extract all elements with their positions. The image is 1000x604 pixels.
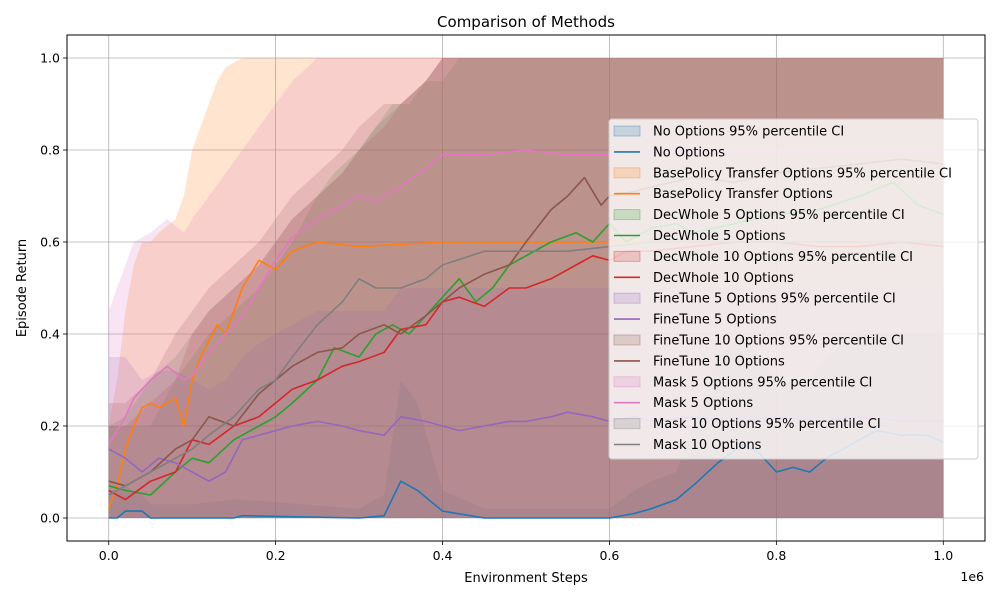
legend-swatch-ci-decwhole-10-options [613, 250, 641, 262]
x-tick-label: 0.0 [99, 548, 119, 563]
legend-swatch-ci-no-options [613, 125, 641, 137]
legend-swatch-ci-finetune-10-options [613, 334, 641, 346]
x-tick-label: 0.6 [600, 548, 620, 563]
legend-label: DecWhole 10 Options [653, 271, 794, 286]
legend-label: Mask 5 Options 95% percentile CI [653, 375, 872, 390]
x-axis-offset-text: 1e6 [960, 569, 984, 584]
legend-label: Mask 10 Options [653, 438, 762, 453]
legend-label: FineTune 5 Options 95% percentile CI [653, 292, 896, 307]
y-tick-label: 0.6 [40, 235, 60, 250]
chart-title: Comparison of Methods [437, 13, 615, 31]
y-tick-label: 0.0 [40, 511, 60, 526]
legend-label: BasePolicy Transfer Options [653, 187, 833, 202]
legend-swatch-ci-mask-10-options [613, 418, 641, 430]
legend-label: No Options 95% percentile CI [653, 125, 844, 140]
legend-label: FineTune 10 Options [653, 354, 785, 369]
legend-swatch-ci-mask-5-options [613, 376, 641, 388]
x-tick-label: 1.0 [933, 548, 953, 563]
series-line-basepolicy-transfer-options [107, 241, 944, 510]
legend-label: Mask 10 Options 95% percentile CI [653, 417, 881, 432]
legend: No Options 95% percentile CI No Options Ba… [608, 118, 979, 460]
y-tick-label: 0.2 [40, 419, 60, 434]
legend-label: Mask 5 Options [653, 396, 753, 411]
legend-label: DecWhole 5 Options 95% percentile CI [653, 208, 905, 223]
legend-label: BasePolicy Transfer Options 95% percenti… [653, 166, 952, 181]
legend-swatch-ci-finetune-5-options [613, 292, 641, 304]
legend-label: FineTune 10 Options 95% percentile CI [653, 334, 904, 349]
legend-label: DecWhole 10 Options 95% percentile CI [653, 250, 913, 265]
legend-swatch-ci-decwhole-5-options [613, 209, 641, 221]
x-tick-label: 0.2 [266, 548, 286, 563]
x-tick-label: 0.8 [766, 548, 786, 563]
y-axis-label: Episode Return [15, 239, 30, 337]
legend-label: No Options [653, 145, 725, 160]
x-axis-ticks: 0.0 0.2 0.4 0.6 0.8 1.0 [99, 541, 953, 563]
y-tick-label: 0.4 [40, 327, 60, 342]
y-axis-ticks: 0.0 0.2 0.4 0.6 0.8 1.0 [40, 51, 67, 526]
legend-label: FineTune 5 Options [653, 313, 777, 328]
y-tick-label: 0.8 [40, 143, 60, 158]
legend-label: DecWhole 5 Options [653, 229, 786, 244]
x-tick-label: 0.4 [433, 548, 453, 563]
plot-frame [66, 34, 986, 542]
legend-box [608, 118, 979, 460]
legend-swatch-ci-basepolicy-transfer-options [613, 167, 641, 179]
y-tick-label: 1.0 [40, 51, 60, 66]
x-axis-label: Environment Steps [464, 571, 588, 586]
